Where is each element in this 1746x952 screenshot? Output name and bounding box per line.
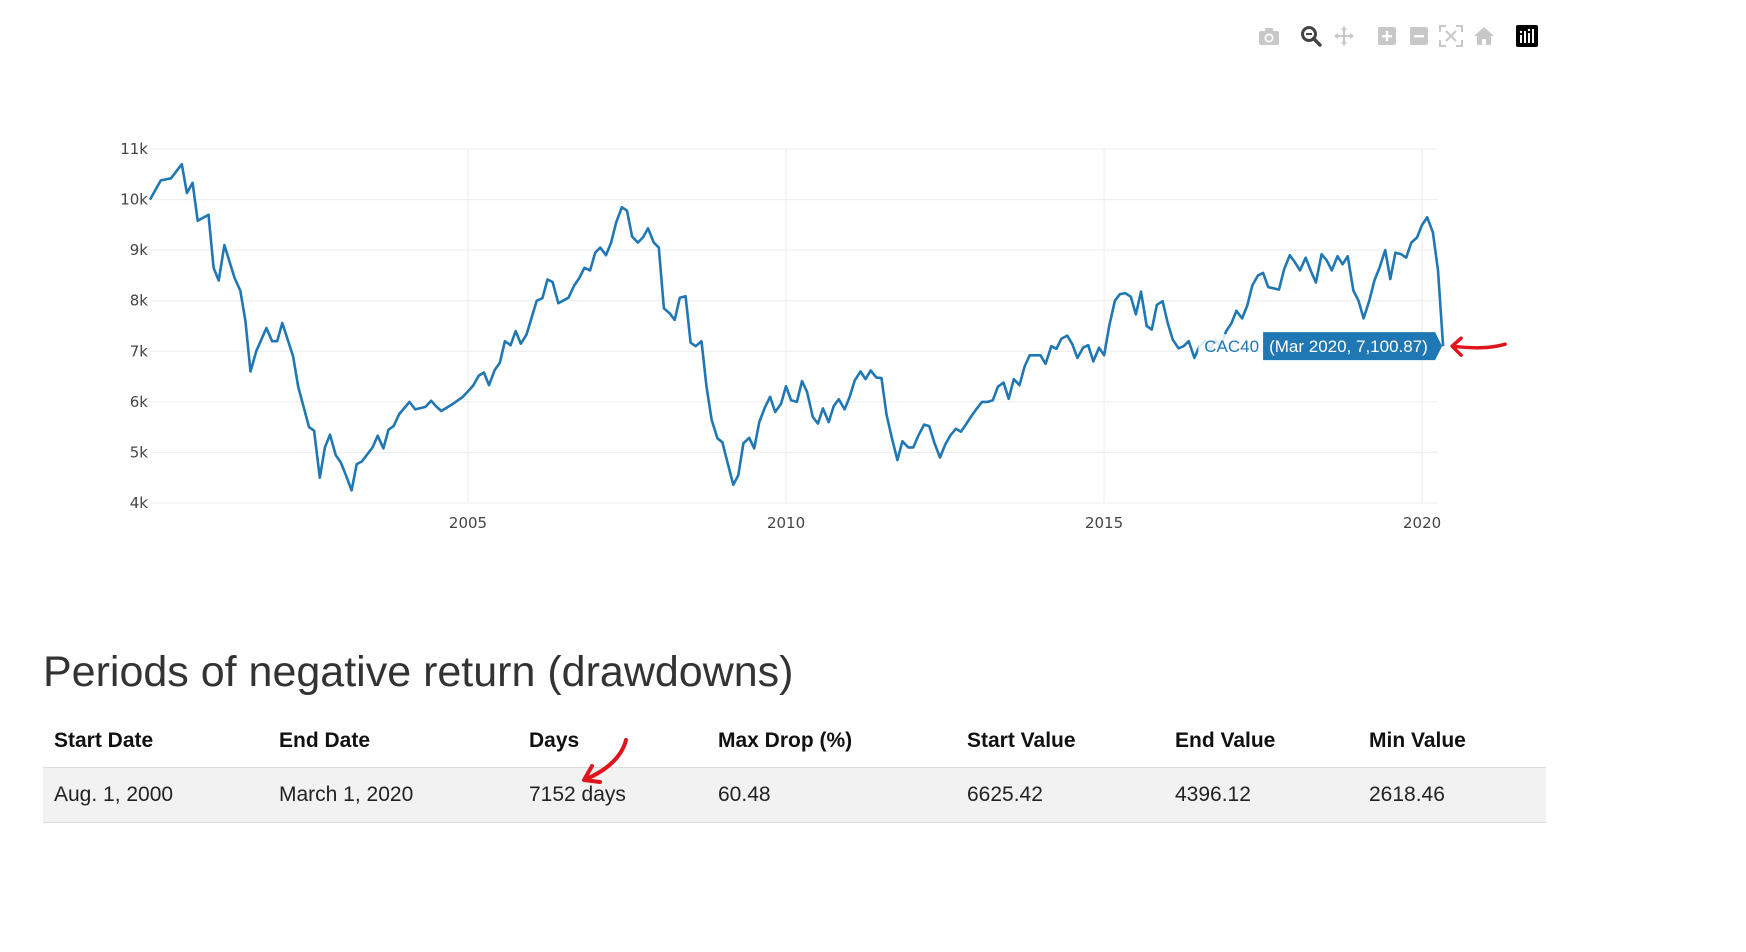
reset-axes-icon[interactable] bbox=[1471, 22, 1497, 50]
y-tick-label: 6k bbox=[130, 393, 149, 411]
drawdowns-table: Start Date End Date Days Max Drop (%) St… bbox=[43, 714, 1546, 823]
cell-min-value: 2618.46 bbox=[1358, 767, 1546, 823]
zoom-in-icon[interactable] bbox=[1374, 22, 1400, 50]
cell-start-date: Aug. 1, 2000 bbox=[43, 767, 268, 823]
y-tick-label: 8k bbox=[130, 292, 149, 310]
cell-days: 7152 days bbox=[518, 767, 707, 823]
tooltip-label-bg bbox=[1198, 334, 1262, 359]
column-header: End Value bbox=[1164, 714, 1358, 768]
cell-max-drop: 60.48 bbox=[707, 767, 956, 823]
x-tick-label: 2010 bbox=[767, 514, 805, 532]
column-header: End Date bbox=[268, 714, 518, 768]
hover-tooltip: CAC40 (Mar 2020, 7,100.87) bbox=[1198, 332, 1443, 361]
y-tick-label: 10k bbox=[120, 191, 148, 209]
series-line-cac40[interactable] bbox=[148, 162, 1445, 492]
chart-annotations bbox=[1450, 336, 1507, 357]
cell-start-value: 6625.42 bbox=[956, 767, 1164, 823]
zoom-out-icon[interactable] bbox=[1406, 22, 1432, 50]
line-chart[interactable]: 4k 5k 6k 7k 8k 9k 10k 11k 2005 2010 2015 2020 CAC40… bbox=[0, 0, 1746, 600]
cell-end-date: March 1, 2020 bbox=[268, 767, 518, 823]
section-title: Periods of negative return (drawdowns) bbox=[43, 648, 794, 696]
pan-icon[interactable] bbox=[1331, 22, 1357, 50]
table-row: Aug. 1, 2000 March 1, 2020 7152 days 60.… bbox=[43, 767, 1546, 823]
column-header: Days bbox=[518, 714, 707, 768]
chart-series bbox=[148, 162, 1445, 492]
column-header: Min Value bbox=[1358, 714, 1546, 768]
annotation-arrow-days bbox=[582, 738, 628, 784]
y-tick-label: 4k bbox=[130, 494, 149, 512]
x-tick-label: 2020 bbox=[1403, 514, 1441, 532]
autoscale-icon[interactable] bbox=[1438, 22, 1464, 50]
camera-icon[interactable] bbox=[1256, 22, 1282, 50]
column-header: Max Drop (%) bbox=[707, 714, 956, 768]
column-header: Start Date bbox=[43, 714, 268, 768]
table-header-row: Start Date End Date Days Max Drop (%) St… bbox=[43, 714, 1546, 768]
tooltip-value: (Mar 2020, 7,100.87) bbox=[1269, 337, 1428, 356]
y-tick-label: 11k bbox=[120, 140, 148, 158]
tooltip-box bbox=[1263, 332, 1443, 361]
tooltip-series-label: CAC40 bbox=[1204, 337, 1259, 356]
chart-tick-labels: 4k 5k 6k 7k 8k 9k 10k 11k 2005 2010 2015 2020 bbox=[120, 140, 1441, 532]
chart-gridlines bbox=[150, 148, 1438, 504]
y-tick-label: 7k bbox=[130, 342, 149, 360]
annotation-arrow-chart bbox=[1450, 336, 1507, 357]
x-tick-label: 2005 bbox=[449, 514, 487, 532]
x-tick-label: 2015 bbox=[1085, 514, 1123, 532]
y-tick-label: 9k bbox=[130, 241, 149, 259]
plotly-logo-icon[interactable] bbox=[1514, 22, 1540, 50]
zoom-icon[interactable] bbox=[1298, 22, 1324, 50]
column-header: Start Value bbox=[956, 714, 1164, 768]
cell-end-value: 4396.12 bbox=[1164, 767, 1358, 823]
y-tick-label: 5k bbox=[130, 443, 149, 461]
